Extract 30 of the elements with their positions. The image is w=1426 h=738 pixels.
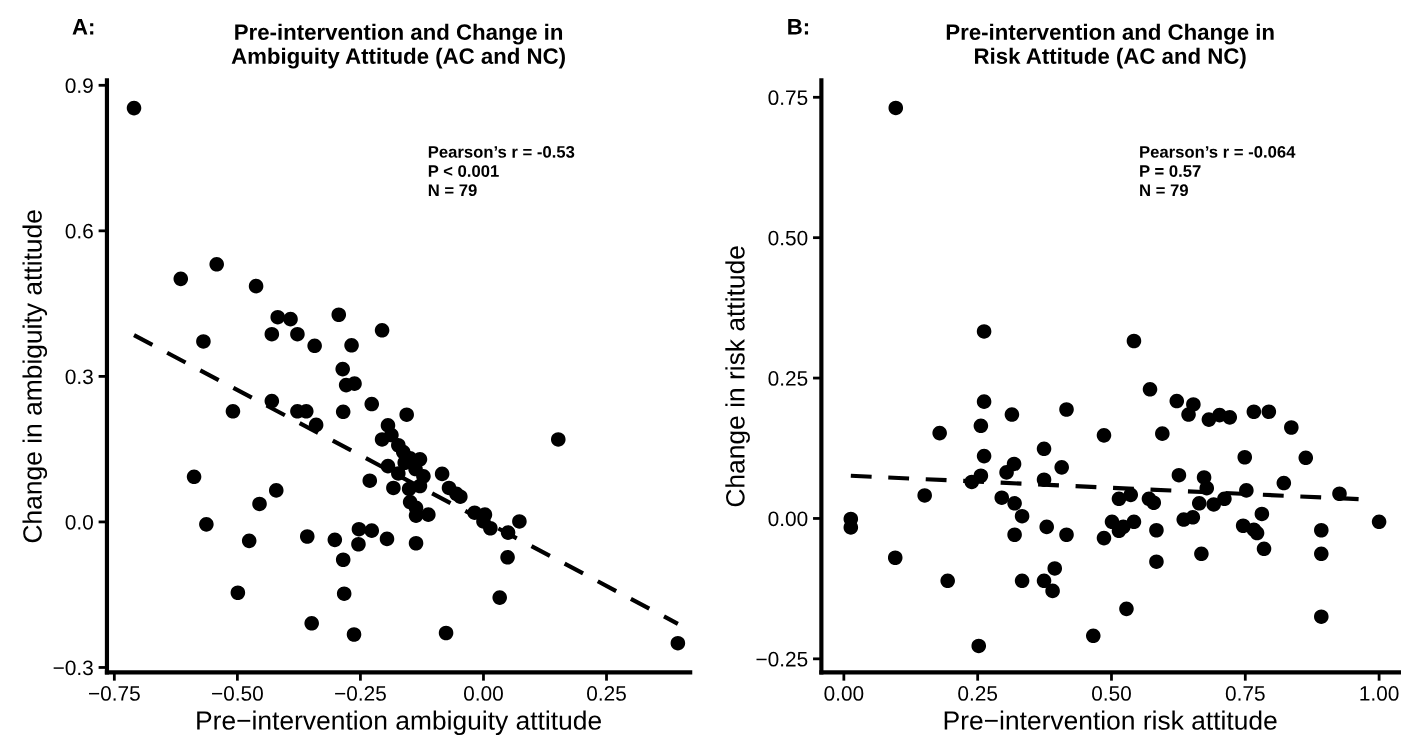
x-tick-label: 0.25: [958, 686, 998, 701]
x-tick-label: 0.25: [587, 686, 626, 701]
y-axis-title: Change in risk attitude: [725, 246, 750, 507]
x-tick-label: 0.00: [824, 686, 864, 701]
y-tick-label: 0.75: [768, 90, 808, 106]
y-tick-label: 0.50: [768, 230, 808, 246]
annotation: Pearson’s r = -0.53 P < 0.001 N = 79: [428, 145, 575, 197]
chart-title: Pre-intervention and Change in Risk Attitude (AC and NC): [946, 23, 1274, 69]
y-tick-label: 0.0: [65, 514, 93, 530]
chart-title: Pre-intervention and Change in Ambiguity Attitude (AC and NC): [231, 23, 565, 69]
x-tick-label: 1.00: [1360, 686, 1399, 701]
y-tick-label: −0.25: [756, 651, 808, 667]
x-tick-label: 0.50: [1092, 686, 1131, 701]
x-axis-title: Pre−intervention ambiguity attitude: [197, 710, 601, 736]
x-axis-title: Pre−intervention risk attitude: [944, 710, 1277, 730]
y-tick-label: 0.00: [768, 511, 808, 527]
y-tick-label: 0.3: [65, 369, 93, 385]
y-tick-label: 0.6: [65, 223, 93, 239]
text: A:: [72, 19, 94, 35]
y-tick-label: −0.3: [53, 660, 93, 676]
x-tick-label: 0.00: [464, 686, 503, 701]
annotation: Pearson’s r = -0.064 P = 0.57 N = 79: [1140, 145, 1296, 197]
y-tick-label: 0.9: [65, 78, 93, 94]
y-tick-label: 0.25: [768, 371, 808, 386]
x-tick-label: −0.75: [89, 686, 140, 701]
x-tick-label: −0.50: [212, 686, 263, 701]
text: B:: [788, 19, 809, 35]
y-axis-title: Change in ambiguity attitude: [22, 210, 48, 543]
x-tick-label: 0.75: [1225, 686, 1265, 701]
x-tick-label: −0.25: [335, 686, 386, 701]
